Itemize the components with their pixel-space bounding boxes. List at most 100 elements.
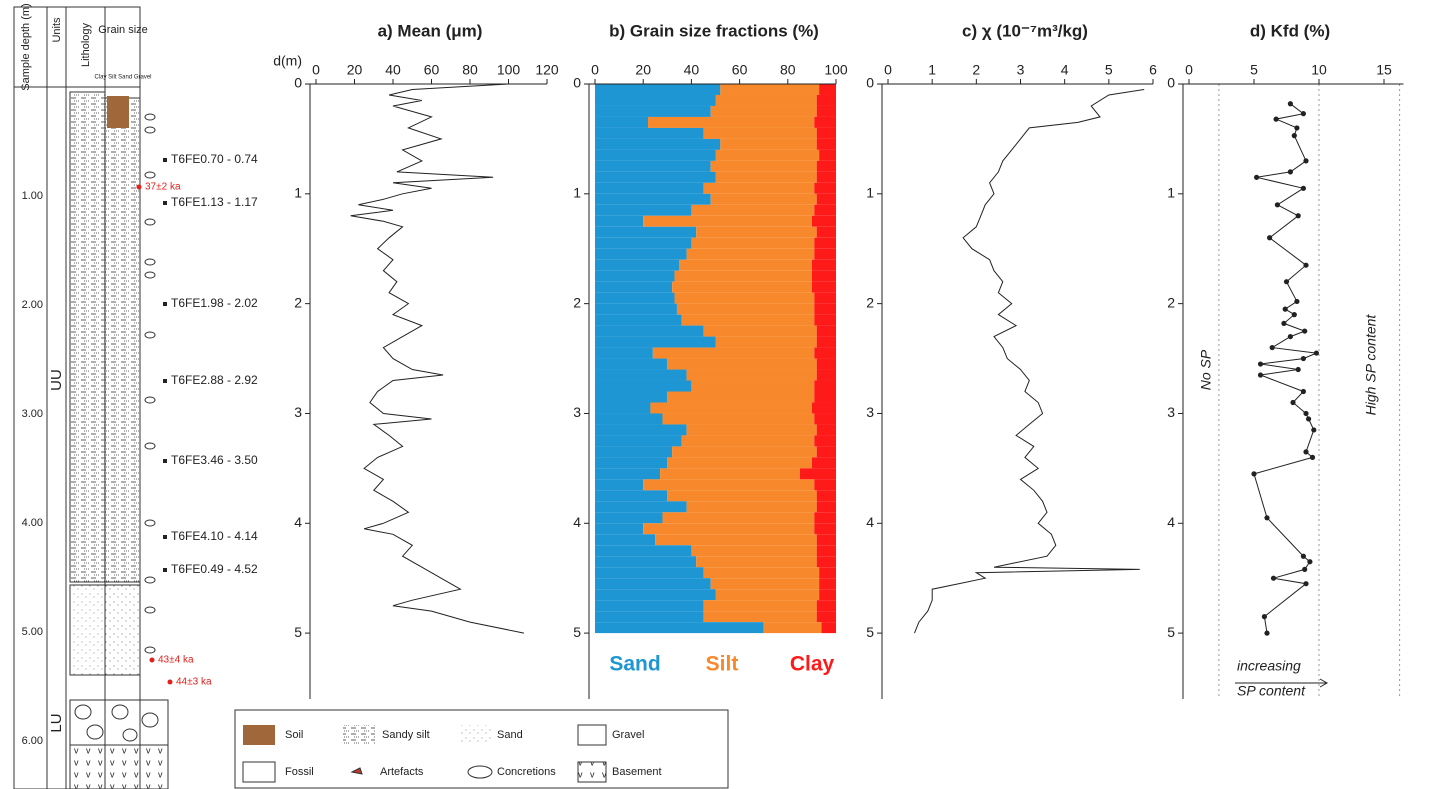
sample-marker [163,302,167,306]
fraction-bar [595,369,687,381]
fraction-bar [595,479,644,491]
y-tick-label: 2 [866,294,874,310]
y-tick-label: 5 [294,624,302,640]
panel-title: d) Kfd (%) [1250,21,1330,40]
annotation: increasing [1237,658,1301,674]
legend-item: Basement [612,766,662,778]
data-point [1270,575,1277,581]
fraction-bar [595,380,692,392]
fraction-bar [814,380,836,392]
fraction-bar [652,347,815,359]
sample-label: T6FE1.98 - 2.02 [171,296,258,310]
fraction-bar [814,204,836,216]
fraction-bar [595,314,682,326]
fraction-bar [814,237,836,249]
fraction-bar [691,204,815,216]
fraction-bar [595,490,668,502]
x-tick-label: 3 [1017,62,1025,78]
x-tick-label: 2 [972,62,980,78]
x-tick-label: 15 [1376,62,1392,78]
data-point [1295,213,1301,219]
legend-item: Artefacts [380,766,424,778]
data-point [1294,125,1300,131]
annotation: High SP content [1363,314,1379,416]
lithology-legend [234,709,729,789]
y-tick-label: 4 [1167,514,1175,530]
log-header: Sample depth (m) [20,3,32,90]
fraction-bar [674,270,812,282]
fraction-bar [595,138,721,150]
fraction-bar [816,171,836,183]
x-tick-label: 40 [684,62,700,78]
fraction-bar [703,611,817,623]
data-point [1303,410,1309,417]
fraction-bar [816,424,836,436]
y-tick-label: 4 [573,514,581,530]
x-tick-label: 40 [385,62,401,78]
data-point [1283,279,1290,285]
fraction-bar [811,281,836,293]
x-tick-label: 6 [1149,62,1157,78]
data-point [1303,158,1309,164]
fraction-bar [816,226,836,238]
log-header: Grain size [98,24,148,36]
data-point [1251,471,1257,477]
fraction-bar [816,545,836,557]
sample-label: T6FE0.49 - 4.52 [171,562,258,576]
fraction-bar [710,193,817,205]
fraction-bar [819,589,836,601]
sample-marker [163,158,167,162]
fraction-bar [819,578,836,590]
data-point [1287,101,1293,107]
fraction-bar [595,84,721,95]
fraction-bar [595,578,711,590]
fraction-bar [650,402,812,414]
log-header: Lithology [80,22,92,67]
fraction-bar [681,314,815,326]
fraction-bar [691,380,815,392]
panel-title: a) Mean (μm) [378,21,483,40]
fraction-bar [595,105,711,117]
fraction-bar [648,116,815,128]
data-point [1302,328,1308,334]
fraction-bar [662,413,815,425]
data-point [1290,399,1296,406]
y-tick-label: 4 [866,514,874,530]
fraction-bar [814,182,836,194]
y-tick-label: 3 [866,404,874,420]
y-tick-label: 1 [294,185,302,201]
sample-label: T6FE3.46 - 3.50 [171,453,258,467]
y-tick-label: 5 [573,624,581,640]
fraction-bar [595,556,697,568]
fraction-bar [814,248,836,260]
fraction-bar [696,226,817,238]
date-marker [167,679,173,685]
fraction-bar [595,611,704,623]
y-tick-label: 4 [294,514,302,530]
x-tick-label: 80 [780,62,796,78]
fraction-bar [814,347,836,359]
fraction-bar [814,512,836,524]
y-tick-label: 3 [573,404,581,420]
data-point [1281,320,1287,327]
sample-label: T6FE2.88 - 2.92 [171,373,258,387]
sample-marker [163,568,167,572]
fraction-bar [816,446,836,458]
y-tick-label: 3 [1167,404,1175,420]
fraction-bar [595,270,675,282]
fraction-bar [674,292,815,304]
fraction-bar [816,127,836,139]
fraction-bar [595,116,649,128]
data-point [1300,355,1306,362]
fraction-bar [819,567,836,579]
sp-arrow [1235,678,1329,688]
fraction-bar [696,556,817,568]
panel-title: b) Grain size fractions (%) [609,21,819,40]
y-tick-label: 1 [573,185,581,201]
sample-marker [163,459,167,463]
fraction-bar [595,435,682,447]
y-tick-label: 5 [866,624,874,640]
fraction-bar [816,336,836,348]
fraction-bar [816,556,836,568]
